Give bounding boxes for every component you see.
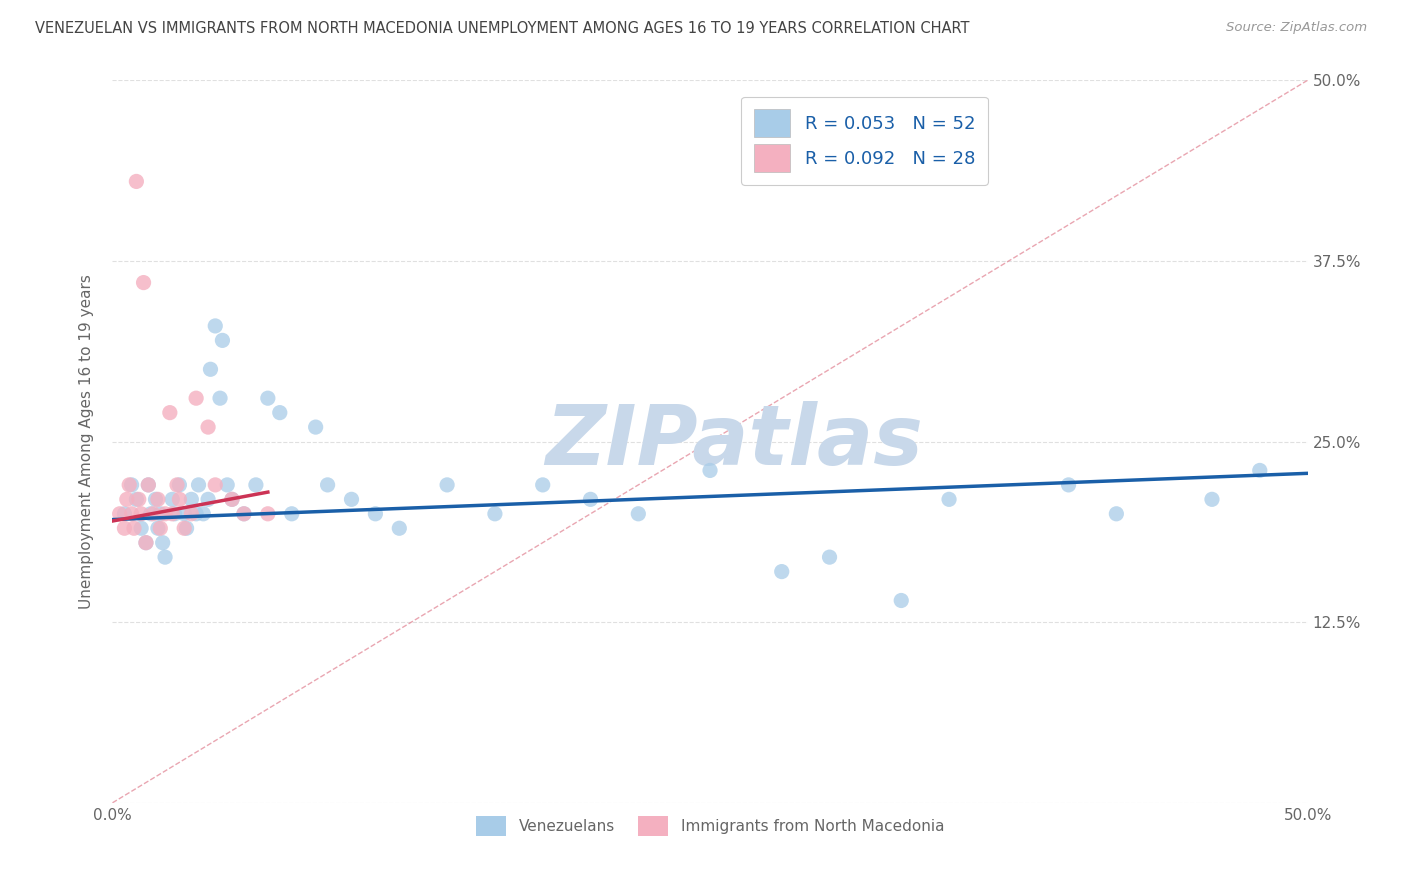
Point: [146, 521, 169, 535]
Point: [305, 420, 328, 434]
Point: [186, 391, 208, 405]
Point: [187, 478, 209, 492]
Point: [121, 478, 143, 492]
Point: [281, 507, 304, 521]
Point: [1057, 478, 1080, 492]
Point: [114, 507, 135, 521]
Point: [115, 492, 138, 507]
Point: [173, 507, 195, 521]
Point: [938, 492, 960, 507]
Point: [159, 406, 181, 420]
Point: [152, 535, 174, 549]
Point: [163, 507, 186, 521]
Point: [699, 463, 721, 477]
Point: [245, 478, 267, 492]
Text: VENEZUELAN VS IMMIGRANTS FROM NORTH MACEDONIA UNEMPLOYMENT AMONG AGES 16 TO 19 Y: VENEZUELAN VS IMMIGRANTS FROM NORTH MACE…: [35, 21, 970, 37]
Point: [1201, 492, 1223, 507]
Point: [149, 521, 172, 535]
Point: [193, 507, 215, 521]
Point: [166, 478, 188, 492]
Point: [180, 492, 202, 507]
Point: [890, 593, 912, 607]
Y-axis label: Unemployment Among Ages 16 to 19 years: Unemployment Among Ages 16 to 19 years: [79, 274, 94, 609]
Point: [125, 492, 148, 507]
Point: [132, 276, 155, 290]
Point: [122, 521, 145, 535]
Point: [118, 478, 141, 492]
Point: [180, 507, 202, 521]
Legend: Venezuelans, Immigrants from North Macedonia: Venezuelans, Immigrants from North Maced…: [470, 810, 950, 842]
Point: [200, 362, 222, 376]
Text: Source: ZipAtlas.com: Source: ZipAtlas.com: [1226, 21, 1367, 35]
Point: [129, 507, 152, 521]
Point: [169, 478, 191, 492]
Point: [197, 420, 219, 434]
Point: [138, 478, 160, 492]
Point: [233, 507, 256, 521]
Point: [153, 550, 176, 565]
Point: [221, 492, 243, 507]
Point: [531, 478, 554, 492]
Point: [129, 521, 152, 535]
Point: [269, 406, 291, 420]
Point: [173, 521, 195, 535]
Point: [149, 507, 172, 521]
Point: [135, 535, 157, 549]
Point: [204, 478, 226, 492]
Point: [340, 492, 363, 507]
Point: [125, 174, 148, 188]
Point: [484, 507, 506, 521]
Point: [257, 507, 280, 521]
Point: [627, 507, 650, 521]
Point: [197, 492, 219, 507]
Point: [114, 521, 135, 535]
Point: [217, 478, 239, 492]
Text: ZIPatlas: ZIPatlas: [546, 401, 922, 482]
Point: [257, 391, 280, 405]
Point: [316, 478, 339, 492]
Point: [211, 334, 233, 348]
Point: [233, 507, 256, 521]
Point: [209, 391, 232, 405]
Point: [1249, 463, 1271, 477]
Point: [364, 507, 387, 521]
Point: [108, 507, 131, 521]
Point: [162, 492, 183, 507]
Point: [186, 507, 208, 521]
Point: [139, 507, 162, 521]
Point: [135, 535, 157, 549]
Point: [176, 521, 198, 535]
Point: [436, 478, 458, 492]
Point: [153, 507, 176, 521]
Point: [818, 550, 841, 565]
Point: [162, 507, 183, 521]
Point: [221, 492, 243, 507]
Point: [169, 492, 191, 507]
Point: [121, 507, 143, 521]
Point: [142, 507, 165, 521]
Point: [146, 492, 169, 507]
Point: [138, 478, 160, 492]
Point: [204, 318, 226, 333]
Point: [388, 521, 411, 535]
Point: [579, 492, 602, 507]
Point: [145, 492, 167, 507]
Point: [770, 565, 793, 579]
Point: [128, 492, 150, 507]
Point: [1105, 507, 1128, 521]
